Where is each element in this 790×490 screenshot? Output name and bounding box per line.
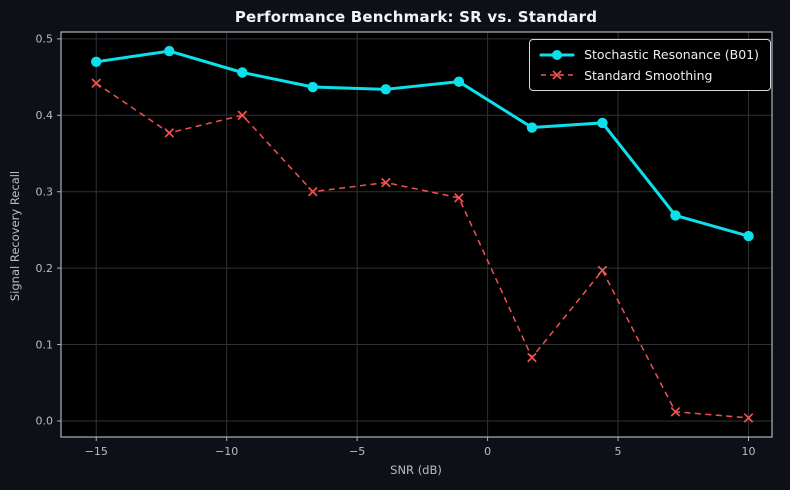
std-marker	[381, 177, 391, 188]
plot-background	[61, 32, 772, 437]
x-tick-label: −5	[349, 445, 365, 458]
series-std	[91, 78, 754, 423]
std-marker	[454, 193, 464, 203]
y-tick-label: 0.4	[36, 109, 54, 122]
sr-marker	[380, 84, 392, 95]
x-tick-label: 0	[484, 445, 491, 458]
std-marker	[743, 413, 754, 423]
std-marker	[597, 265, 608, 276]
x-axis-label: SNR (dB)	[390, 463, 442, 477]
x-tick-label: −15	[85, 445, 108, 458]
std-marker	[237, 110, 248, 121]
std-marker	[91, 78, 102, 88]
legend-label-sr: Stochastic Resonance (B01)	[584, 47, 759, 62]
y-tick-label: 0.5	[36, 33, 54, 46]
legend-sr-line-sample-icon	[539, 49, 575, 60]
x-tick-label: 5	[615, 445, 622, 458]
chart-title: Performance Benchmark: SR vs. Standard	[234, 8, 598, 26]
sr-marker	[526, 122, 538, 133]
sr-line	[94, 49, 751, 238]
y-tick-label: 0.2	[36, 262, 54, 275]
series-sr	[91, 45, 754, 242]
sr-marker	[307, 81, 318, 93]
sr-marker	[453, 76, 465, 87]
legend-entry-sr: Stochastic Resonance (B01)	[539, 47, 759, 63]
sr-marker	[237, 67, 248, 78]
x-tick-label: −10	[215, 445, 238, 458]
std-marker	[164, 128, 175, 138]
y-tick-label: 0.1	[36, 338, 54, 351]
sr-marker	[597, 117, 608, 129]
legend-label-std: Standard Smoothing	[584, 67, 713, 83]
sr-marker	[670, 210, 681, 221]
std-marker	[670, 406, 681, 417]
x-tick-label: 10	[742, 445, 756, 458]
sr-marker	[743, 230, 754, 242]
y-axis-label: Signal Recovery Recall	[8, 170, 22, 302]
legend-entry-std: Standard Smoothing	[539, 68, 759, 84]
legend: Stochastic Resonance (B01) Standard Smoo…	[529, 39, 771, 92]
sr-marker	[91, 56, 102, 68]
std-line	[95, 82, 749, 419]
legend-std-line-sample-icon	[541, 70, 574, 81]
y-tick-label: 0.0	[36, 415, 54, 428]
sr-marker	[164, 45, 175, 57]
std-marker	[527, 352, 537, 363]
y-tick-label: 0.3	[36, 185, 54, 198]
std-marker	[307, 186, 318, 197]
gridlines	[61, 32, 772, 437]
axes-spines	[60, 31, 773, 438]
tick-marks	[57, 38, 750, 441]
